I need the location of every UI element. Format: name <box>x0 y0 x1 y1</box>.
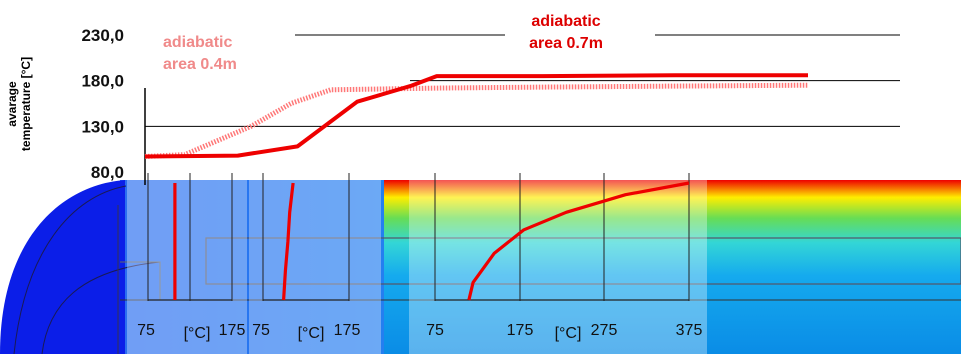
profile-tick-label: 175 <box>507 322 534 339</box>
profile-unit-label: [°C] <box>184 325 211 342</box>
annotation-label: area 0.4m <box>163 56 237 73</box>
profile-line <box>467 181 690 301</box>
profile-tick-label: 175 <box>334 322 361 339</box>
y-tick-label: 130,0 <box>81 117 124 136</box>
profile-tick-label: 75 <box>252 322 270 339</box>
temperature-profiles: 75 175 [°C] 75 175 [°C] 75 175 275 375 [°C] <box>127 171 707 354</box>
simulation-background <box>0 180 961 354</box>
profile-tick-label: 275 <box>591 322 618 339</box>
average-temperature-chart: avarage temperature [°C] 230,0 180,0 130,0 80… <box>5 13 900 185</box>
contour-line <box>120 261 161 300</box>
y-axis-label: temperature [°C] <box>19 57 33 151</box>
simulation-edge <box>0 180 125 354</box>
series-line-adiabatic-0-4m <box>144 82 809 159</box>
profile-tick-label: 175 <box>219 322 246 339</box>
y-axis-label: avarage <box>5 81 19 127</box>
profile-panel <box>409 171 707 354</box>
y-tick-label: 180,0 <box>81 72 124 91</box>
profile-panel <box>249 171 381 354</box>
profile-unit-label: [°C] <box>298 325 325 342</box>
contour-line <box>41 261 161 354</box>
simulation-core <box>384 180 961 354</box>
annotation-label: adiabatic <box>163 34 232 51</box>
series-line-adiabatic-0-7m <box>144 73 808 159</box>
contour-line <box>13 185 127 354</box>
y-tick-label: 80,0 <box>91 163 124 182</box>
profile-panel <box>127 171 247 354</box>
profile-tick-label: 375 <box>676 322 703 339</box>
profile-tick-label: 75 <box>137 322 155 339</box>
annotation-label: adiabatic <box>531 13 600 30</box>
insulation-layer <box>205 237 961 285</box>
profile-tick-label: 75 <box>426 322 444 339</box>
y-tick-label: 230,0 <box>81 26 124 45</box>
profile-line <box>282 182 295 301</box>
profile-unit-label: [°C] <box>555 325 582 342</box>
annotation-label: area 0.7m <box>529 35 603 52</box>
